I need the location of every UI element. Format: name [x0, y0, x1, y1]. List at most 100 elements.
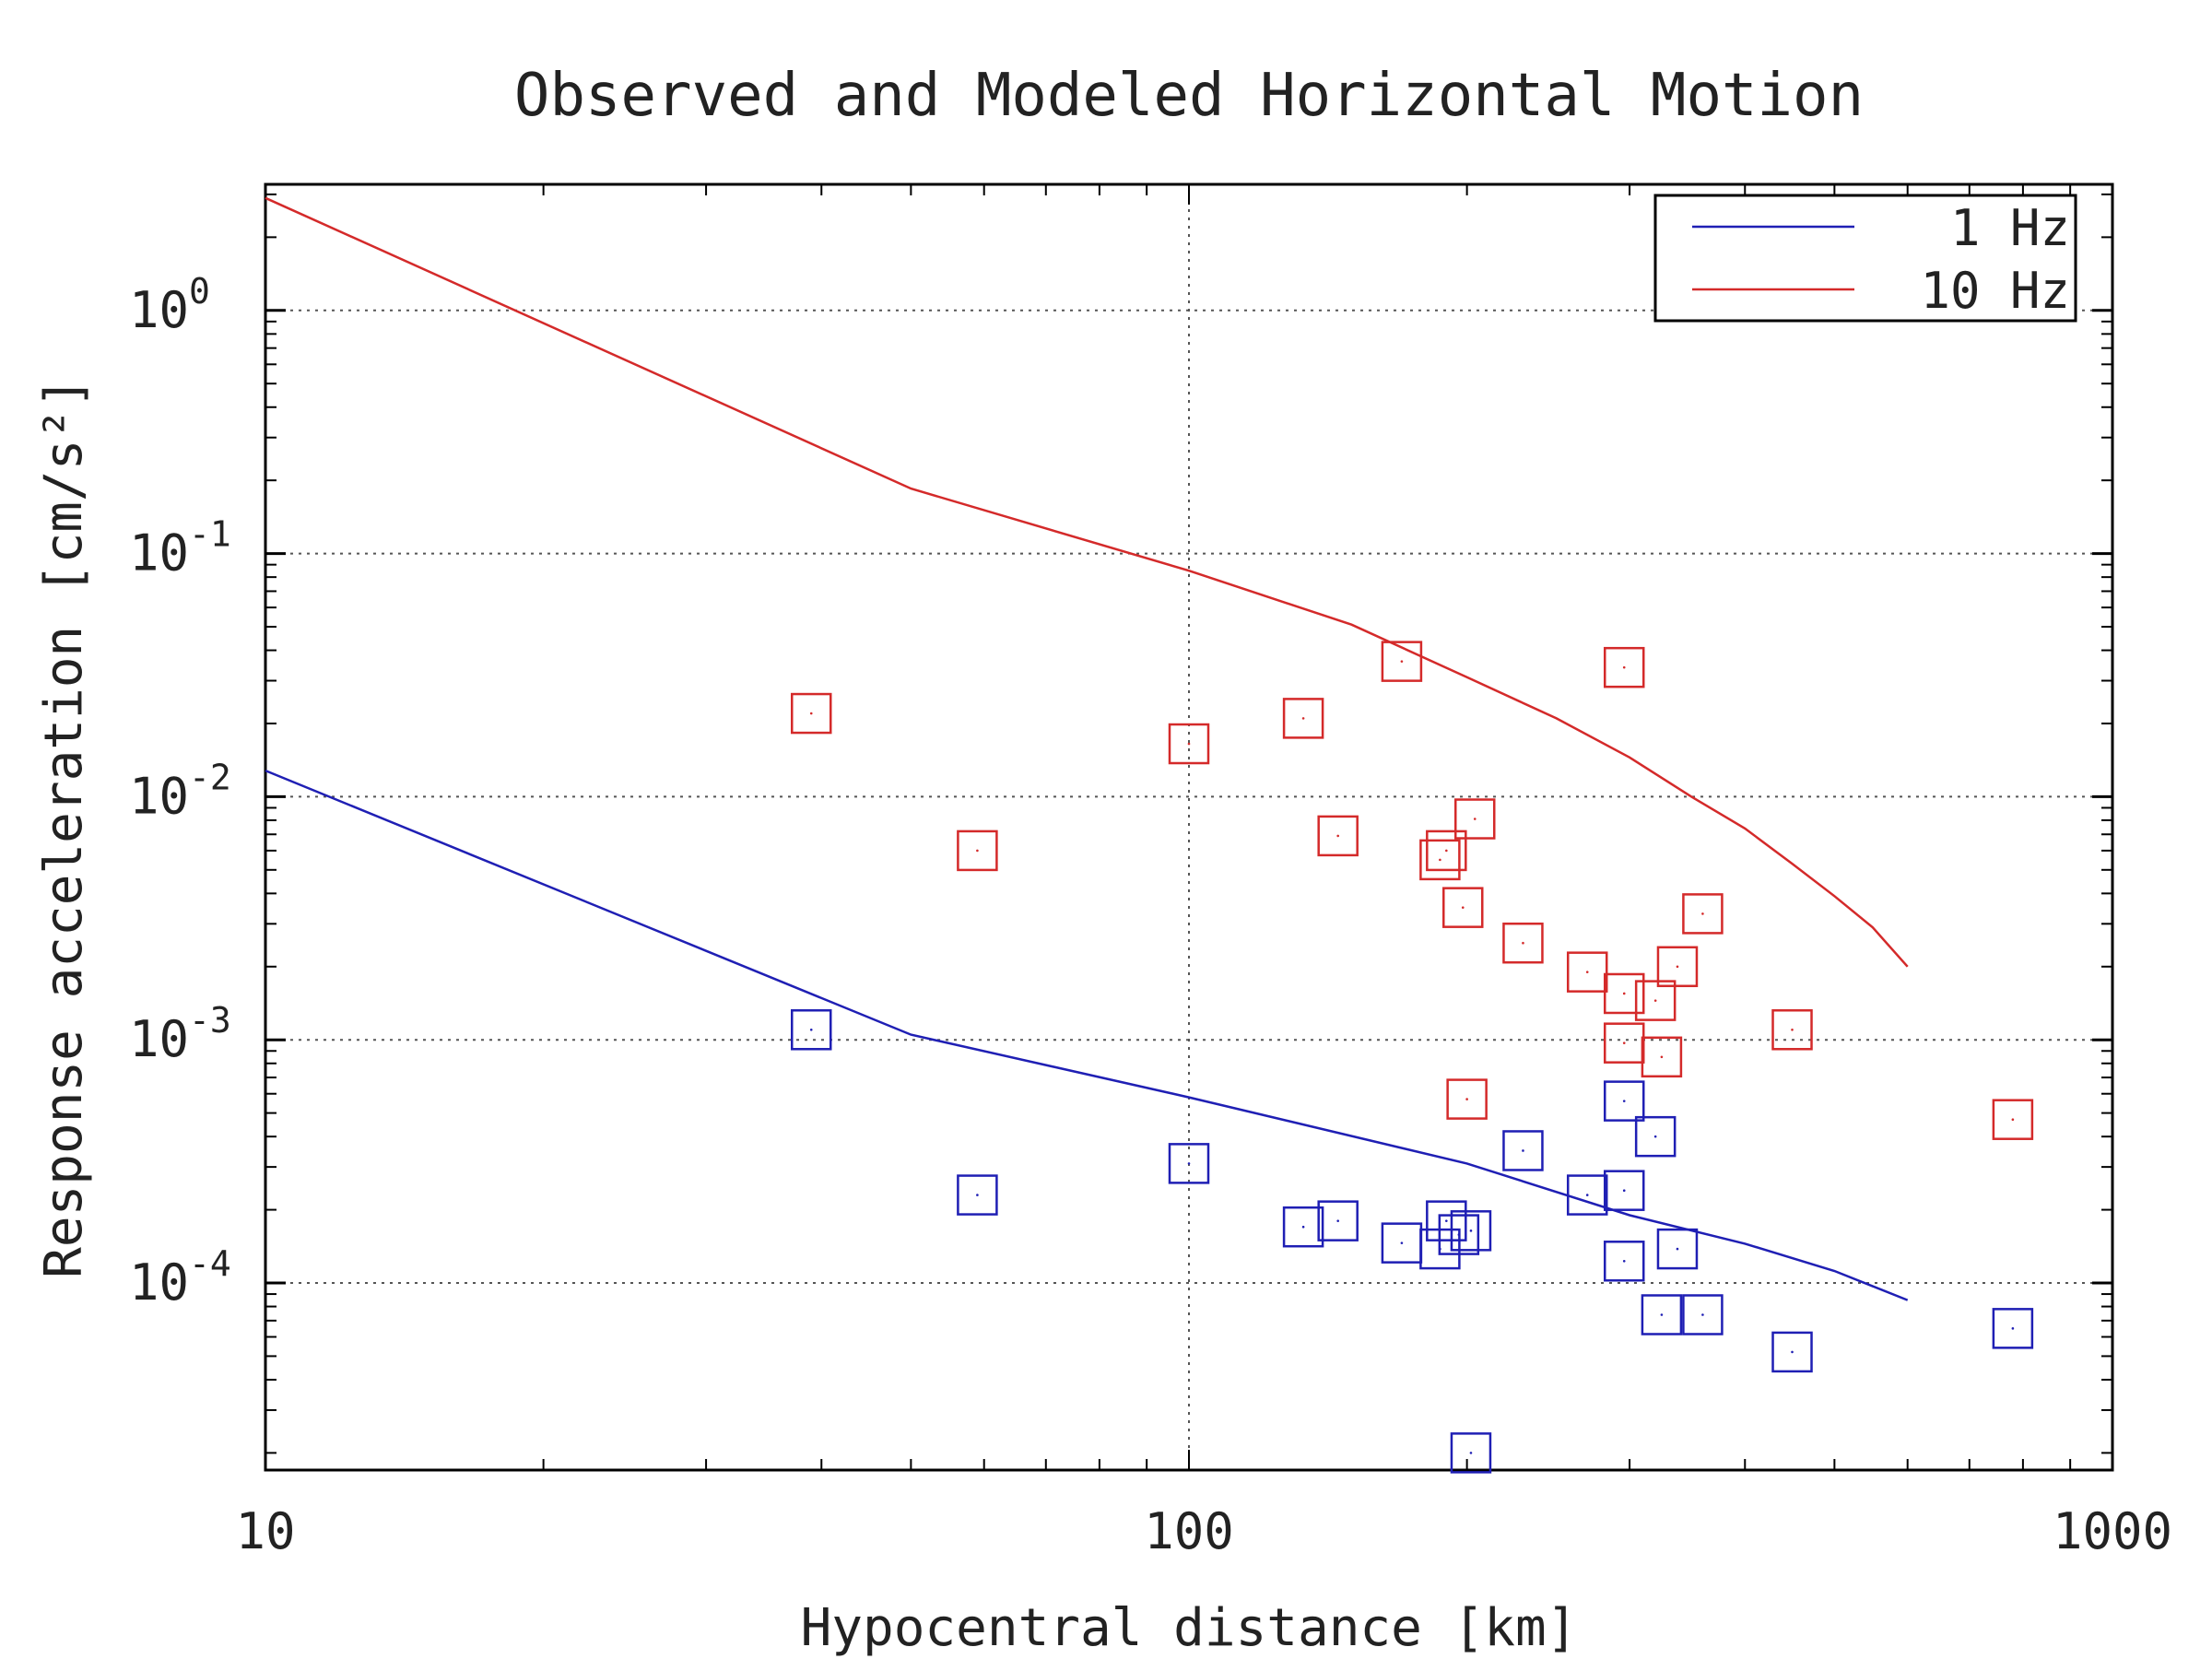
data-point-center-2 — [1660, 1313, 1664, 1316]
data-point-2 — [1682, 1294, 1724, 1335]
data-point-center-2 — [1701, 1313, 1704, 1316]
data-point-center-3 — [1791, 1028, 1794, 1031]
data-point-2 — [1603, 1170, 1645, 1211]
data-point-center-2 — [1622, 1189, 1626, 1192]
data-point-center-2 — [1622, 1259, 1626, 1263]
legend: 1 Hz 10 Hz — [1653, 194, 2077, 323]
data-point-2 — [1450, 1210, 1492, 1252]
y-tick-label: 10-1 — [129, 514, 231, 582]
data-point-3 — [1682, 893, 1724, 935]
data-point-center-2 — [1522, 1149, 1524, 1152]
series-line-0 — [265, 769, 1909, 1301]
data-point-2 — [957, 1174, 998, 1216]
data-point-center-3 — [1676, 965, 1679, 969]
data-point-2 — [1992, 1308, 2034, 1349]
y-tick-label: 10-3 — [129, 1000, 231, 1068]
data-point-2 — [1450, 1432, 1492, 1474]
data-point-center-3 — [1400, 660, 1404, 663]
legend-label-10hz: 10 Hz — [1920, 262, 2070, 320]
data-point-3 — [1992, 1099, 2034, 1140]
x-tick-label: 100 — [1144, 1502, 1234, 1560]
data-point-center-3 — [1585, 971, 1589, 973]
data-point-center-2 — [1585, 1194, 1589, 1196]
data-point-2 — [1641, 1294, 1683, 1335]
data-point-center-3 — [1465, 1098, 1468, 1100]
data-point-2 — [1282, 1206, 1324, 1248]
data-point-3 — [1168, 723, 1210, 765]
data-point-center-2 — [1301, 1225, 1305, 1229]
data-point-2 — [1656, 1228, 1699, 1270]
data-point-center-2 — [1336, 1219, 1339, 1222]
plot-area: 10 100 1000 100 10-1 10-2 10-3 10-4 — [129, 182, 2172, 1560]
y-tick-label: 100 — [129, 271, 210, 339]
data-point-center-3 — [1622, 665, 1626, 669]
minor-ticks — [265, 184, 2112, 1470]
data-point-center-2 — [1445, 1219, 1448, 1222]
data-point-2 — [1634, 1115, 1677, 1158]
data-point-2 — [1317, 1200, 1359, 1241]
data-point-center-3 — [1701, 912, 1704, 915]
data-point-2 — [1426, 1200, 1467, 1241]
data-point-center-3 — [1473, 818, 1477, 820]
data-point-3 — [1634, 980, 1677, 1021]
data-point-center-3 — [1622, 1041, 1626, 1044]
data-point-center-3 — [1660, 1055, 1664, 1059]
y-tick-label: 10-2 — [129, 757, 231, 825]
data-point-center-3 — [809, 712, 813, 715]
data-point-center-3 — [1439, 858, 1441, 862]
data-point-2 — [790, 1009, 832, 1051]
y-tick-label: 10-4 — [129, 1243, 231, 1312]
x-tick-label: 1000 — [2053, 1502, 2172, 1560]
observed-markers — [790, 641, 2034, 1474]
data-point-3 — [1502, 922, 1544, 964]
data-point-3 — [1426, 830, 1467, 872]
y-tick-labels: 100 10-1 10-2 10-3 10-4 — [129, 271, 231, 1312]
y-axis-label: Response acceleration [cm/s²] — [34, 377, 94, 1278]
series-line-1 — [265, 196, 1909, 968]
data-point-3 — [1453, 798, 1496, 840]
legend-box — [1653, 194, 2077, 323]
chart-title: Observed and Modeled Horizontal Motion — [514, 62, 1864, 130]
data-point-3 — [1381, 641, 1423, 682]
data-point-center-3 — [976, 849, 979, 853]
data-point-center-2 — [976, 1194, 979, 1196]
data-point-center-2 — [1400, 1241, 1404, 1244]
x-tick-label: 10 — [235, 1502, 295, 1560]
data-point-3 — [1603, 1022, 1645, 1064]
data-point-center-2 — [1469, 1230, 1473, 1232]
data-point-center-2 — [1653, 1135, 1657, 1138]
data-point-3 — [1419, 839, 1461, 881]
data-point-2 — [1168, 1143, 1210, 1184]
data-point-center-2 — [1676, 1247, 1679, 1251]
data-point-2 — [1438, 1214, 1480, 1255]
data-point-3 — [1566, 951, 1608, 993]
data-point-center-2 — [1469, 1452, 1473, 1454]
data-point-2 — [1771, 1331, 1813, 1373]
data-point-3 — [1656, 946, 1699, 988]
data-point-2 — [1603, 1241, 1645, 1282]
grid — [265, 184, 2112, 1470]
data-point-center-2 — [1457, 1233, 1461, 1236]
data-point-center-3 — [1336, 834, 1339, 838]
data-point-center-3 — [1445, 849, 1448, 853]
data-point-2 — [1603, 1080, 1645, 1122]
legend-label-1hz: 1 Hz — [1950, 199, 2070, 257]
data-point-2 — [1566, 1174, 1608, 1216]
data-point-3 — [790, 692, 832, 735]
data-point-center-3 — [1653, 999, 1657, 1002]
data-point-3 — [1771, 1009, 1813, 1051]
data-point-3 — [1317, 815, 1359, 857]
data-point-center-3 — [1187, 742, 1191, 746]
data-point-3 — [1282, 698, 1324, 739]
x-tick-labels: 10 100 1000 — [235, 1502, 2172, 1560]
data-point-3 — [1641, 1036, 1683, 1078]
data-point-center-2 — [1622, 1100, 1626, 1102]
data-point-3 — [1603, 646, 1645, 688]
data-point-center-3 — [1522, 941, 1524, 945]
data-point-center-3 — [1622, 992, 1626, 995]
data-point-center-2 — [1791, 1350, 1794, 1354]
data-point-center-2 — [1187, 1162, 1191, 1165]
data-point-3 — [1603, 972, 1645, 1015]
data-point-3 — [1446, 1078, 1488, 1120]
